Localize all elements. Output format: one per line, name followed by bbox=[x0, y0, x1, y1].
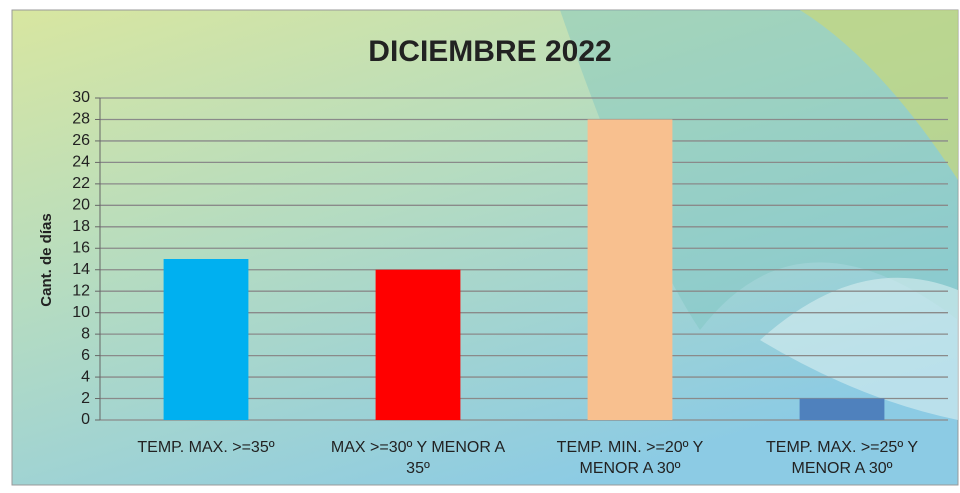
y-tick-label: 24 bbox=[72, 154, 90, 171]
bar bbox=[800, 399, 885, 420]
y-tick-label: 4 bbox=[81, 368, 90, 385]
bar bbox=[376, 270, 461, 420]
y-axis-label: Cant. de días bbox=[38, 213, 55, 306]
x-tick-label: TEMP. MIN. >=20º Y MENOR A 30º bbox=[530, 437, 730, 479]
page: DICIEMBRE 2022 Cant. de días 02468101214… bbox=[0, 0, 960, 493]
y-tick-label: 6 bbox=[81, 347, 90, 364]
y-tick-label: 22 bbox=[72, 175, 90, 192]
y-tick-label: 8 bbox=[81, 325, 90, 342]
x-tick-label: TEMP. MAX. >=25º Y MENOR A 30º bbox=[742, 437, 942, 479]
y-tick-label: 2 bbox=[81, 390, 90, 407]
y-tick-label: 0 bbox=[81, 411, 90, 428]
bar bbox=[588, 119, 673, 420]
bar bbox=[164, 259, 249, 420]
y-tick-label: 20 bbox=[72, 197, 90, 214]
chart: DICIEMBRE 2022 Cant. de días 02468101214… bbox=[0, 0, 960, 493]
y-tick-label: 28 bbox=[72, 111, 90, 128]
chart-title: DICIEMBRE 2022 bbox=[368, 35, 611, 68]
y-tick-label: 14 bbox=[72, 261, 90, 278]
x-tick-label: TEMP. MAX. >=35º bbox=[106, 437, 306, 458]
y-tick-label: 12 bbox=[72, 282, 90, 299]
y-tick-label: 16 bbox=[72, 239, 90, 256]
x-tick-label: MAX >=30º Y MENOR A 35º bbox=[318, 437, 518, 479]
y-tick-label: 18 bbox=[72, 218, 90, 235]
y-tick-label: 10 bbox=[72, 304, 90, 321]
y-tick-label: 26 bbox=[72, 132, 90, 149]
y-tick-label: 30 bbox=[72, 89, 90, 106]
